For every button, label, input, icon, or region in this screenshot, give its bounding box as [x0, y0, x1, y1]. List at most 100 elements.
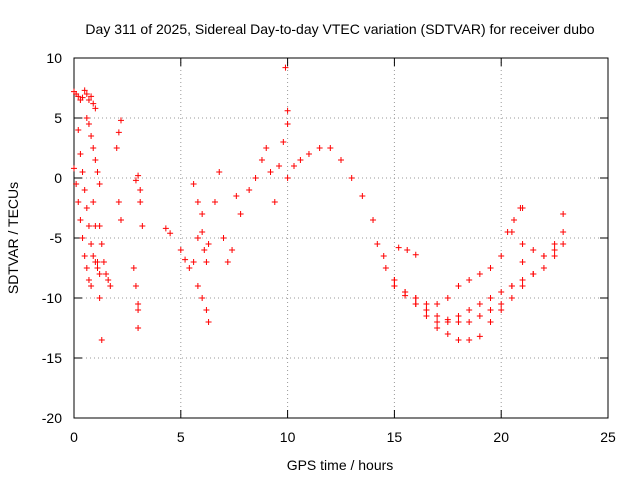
data-point-sat-u: [434, 325, 441, 331]
data-point-sat-m: [194, 235, 201, 241]
data-point-sat-r: [271, 199, 278, 205]
data-point-sat-v: [412, 295, 419, 301]
data-point-sat-u: [382, 265, 389, 271]
data-point-sat-p: [229, 247, 236, 253]
data-point-sat-j: [137, 199, 144, 205]
data-point-sat-c: [83, 205, 90, 211]
data-point-sat-w: [551, 241, 558, 247]
data-point-sat-v: [455, 283, 462, 289]
data-point-sat-t: [370, 217, 377, 223]
x-axis: 0 5 10 15 20 25: [70, 58, 616, 445]
data-point-sat-a: [92, 105, 99, 112]
data-point-sat-r: [280, 139, 287, 145]
data-point-sat-c: [96, 271, 103, 277]
y-axis: -20 -15 -10 -5 0 5 10: [42, 50, 608, 426]
data-point-sat-v: [444, 295, 451, 301]
data-point-sat-w: [476, 313, 483, 319]
data-point-sat-s: [284, 107, 291, 114]
data-point-sat-u: [519, 277, 526, 283]
data-point-sat-v: [498, 253, 505, 259]
data-point-sat-b: [77, 217, 84, 223]
data-point-sat-c: [88, 241, 95, 247]
data-point-sat-y: [540, 253, 547, 259]
data-point-sat-u: [466, 307, 473, 313]
data-point-sat-p: [211, 199, 218, 205]
data-point-sat-t: [291, 163, 298, 169]
y-axis-label: SDTVAR / TECUs: [5, 182, 21, 294]
data-point-sat-n: [203, 259, 210, 265]
data-point-sat-o: [205, 319, 212, 325]
data-point-sat-b: [83, 265, 90, 271]
data-point-sat-c: [77, 151, 84, 157]
data-point-sat-c: [85, 223, 92, 229]
data-point-sat-f: [107, 283, 114, 289]
data-point-sat-t: [498, 307, 505, 313]
data-point-sat-n: [205, 241, 212, 247]
x-tick-label: 0: [70, 429, 78, 445]
data-point-sat-n: [194, 199, 201, 205]
data-point-sat-y: [530, 247, 537, 253]
data-point-sat-n: [190, 181, 197, 187]
y-tick-label: -5: [50, 230, 63, 246]
data-point-sat-k: [132, 177, 139, 184]
data-point-sat-b: [79, 235, 86, 241]
data-point-sat-r: [246, 187, 253, 193]
data-point-sat-w: [455, 319, 462, 325]
data-point-sat-x: [404, 247, 411, 253]
data-point-sat-a: [88, 93, 95, 100]
data-point-sat-t: [327, 145, 334, 151]
data-point-sat-u: [423, 313, 430, 319]
data-point-sat-g: [113, 145, 120, 151]
data-point-sat-r: [258, 157, 265, 163]
data-point-sat-u: [487, 295, 494, 301]
data-point-sat-t: [380, 253, 387, 259]
data-point-sat-b: [85, 277, 92, 283]
data-point-sat-c: [75, 127, 82, 133]
data-point-sat-u: [476, 301, 483, 307]
x-tick-label: 25: [600, 429, 616, 445]
data-point-sat-u: [498, 289, 505, 295]
data-point-sat-m: [199, 211, 206, 217]
x-tick-label: 15: [387, 429, 403, 445]
data-point-sat-d: [92, 157, 99, 163]
data-point-sat-o: [199, 295, 206, 301]
data-point-sat-y: [519, 241, 526, 247]
data-point-sat-f: [98, 241, 105, 247]
data-point-sat-t: [434, 319, 441, 325]
data-point-sat-e: [90, 199, 97, 205]
x-tick-label: 20: [493, 429, 509, 445]
data-point-sat-z: [504, 229, 511, 235]
data-point-sat-w: [434, 313, 441, 319]
y-tick-label: -15: [42, 350, 62, 366]
data-point-sat-m: [182, 256, 189, 263]
data-point-sat-u: [560, 241, 567, 247]
data-point-sat-w: [402, 292, 409, 299]
data-point-sat-j: [139, 223, 146, 229]
data-point-sat-o: [203, 307, 210, 313]
data-point-sat-d: [85, 121, 92, 127]
data-point-sat-w: [560, 229, 567, 235]
data-point-sat-v: [466, 277, 473, 283]
data-point-sat-b: [81, 253, 88, 259]
data-point-sat-f: [96, 223, 103, 229]
data-point-sat-f: [103, 271, 110, 277]
data-point-sat-w: [423, 307, 430, 313]
data-point-sat-k: [137, 187, 144, 193]
y-tick-label: 5: [54, 110, 62, 126]
data-point-sat-e: [98, 337, 105, 343]
data-point-sat-d: [96, 181, 103, 187]
data-point-sat-w: [444, 316, 451, 323]
data-point-sat-t: [455, 337, 462, 343]
data-point-sat-j: [135, 325, 142, 331]
data-point-sat-t: [359, 193, 366, 199]
data-point-sat-m: [186, 265, 193, 271]
data-point-sat-s: [282, 64, 289, 71]
y-tick-label: -10: [42, 290, 62, 306]
data-point-sat-t: [348, 175, 355, 181]
data-point-sat-l: [162, 225, 169, 232]
data-point-sat-e: [94, 259, 101, 265]
data-points: [71, 64, 567, 343]
data-point-sat-t: [476, 333, 483, 340]
data-point-sat-a: [83, 91, 90, 97]
